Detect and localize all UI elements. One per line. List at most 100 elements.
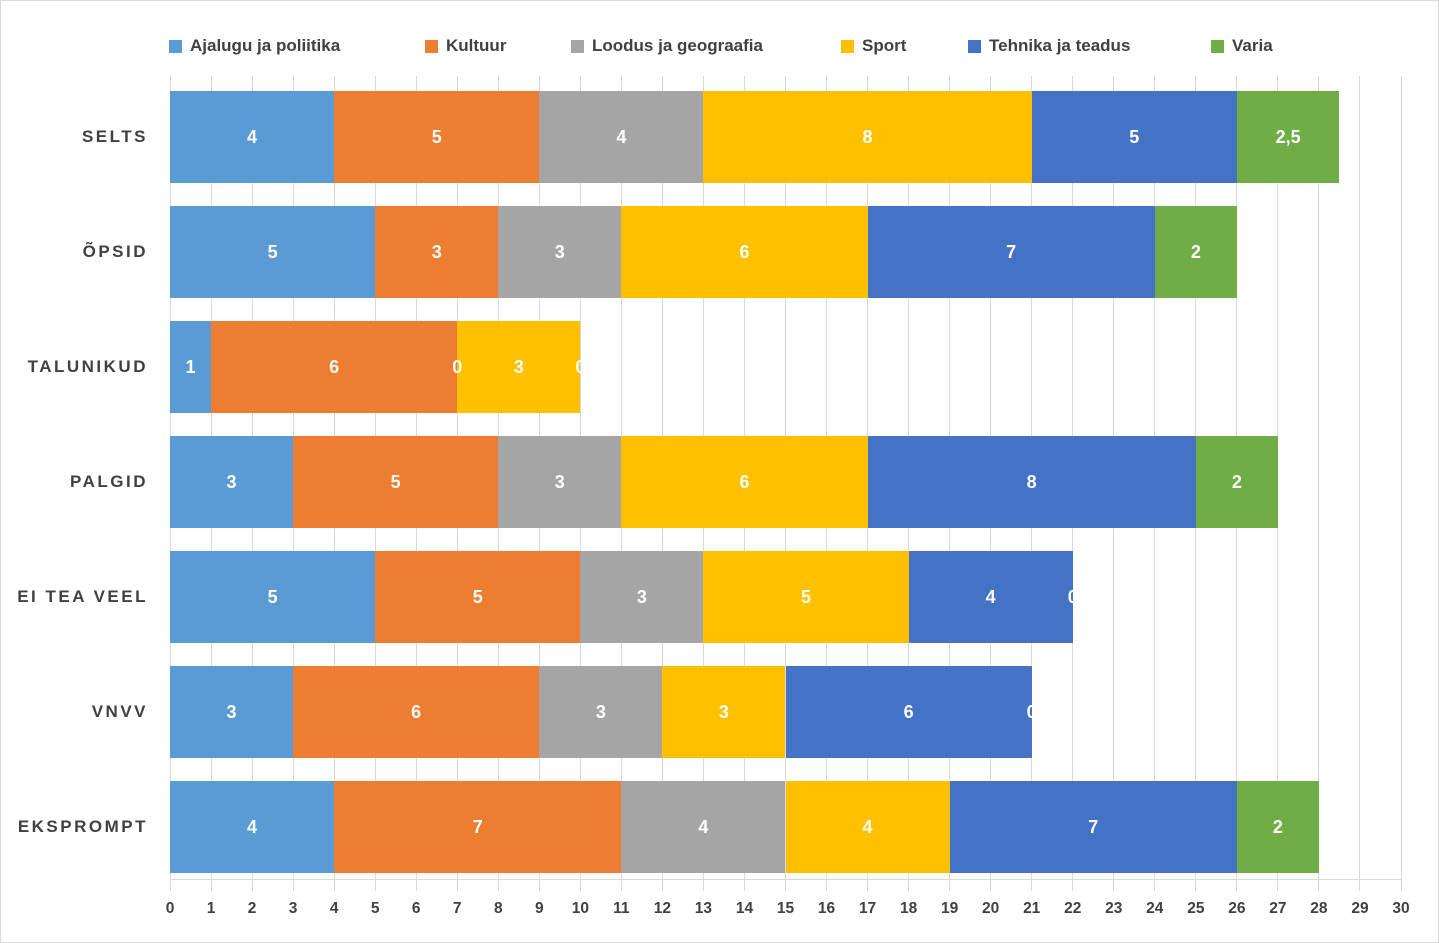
legend-label: Sport [862, 36, 907, 55]
axis-tick [497, 879, 499, 891]
bar-segment [170, 321, 212, 413]
bar-segment [703, 551, 909, 643]
data-label: 5 [801, 586, 812, 607]
data-label: 2 [1272, 816, 1283, 837]
data-label: 7 [472, 816, 483, 837]
axis-tick [826, 879, 828, 891]
axis-tick [292, 879, 294, 891]
axis-tick [908, 879, 910, 891]
bar-segment [621, 436, 868, 528]
data-label: 4 [616, 126, 627, 147]
axis-tick [415, 879, 417, 891]
bar-segment [785, 781, 950, 873]
axis-tick [867, 879, 869, 891]
legend-label: Tehnika ja teadus [989, 36, 1131, 55]
data-label: 0 [452, 356, 463, 377]
bar-segment [867, 206, 1155, 298]
axis-tick [1031, 879, 1033, 891]
x-tick-label: 3 [288, 900, 298, 917]
gridline [1400, 76, 1402, 879]
x-tick-label: 8 [493, 900, 503, 917]
bar-segment [170, 781, 335, 873]
legend-item-4: Sport [841, 34, 906, 58]
legend-label: Varia [1232, 36, 1273, 55]
x-tick-label: 15 [776, 900, 795, 917]
bar-segment [867, 436, 1196, 528]
data-label: 5 [267, 586, 278, 607]
data-label: 6 [411, 701, 422, 722]
data-label: 3 [513, 356, 524, 377]
axis-tick [1195, 879, 1197, 891]
gridline [1359, 76, 1361, 879]
data-label: 5 [431, 126, 442, 147]
bar-segment [1154, 206, 1237, 298]
bar-segment [170, 436, 294, 528]
bar-segment [908, 551, 1073, 643]
legend-item-6: Varia [1211, 34, 1273, 58]
data-label: 6 [903, 701, 914, 722]
x-tick-label: 7 [452, 900, 462, 917]
data-label: 1 [185, 356, 196, 377]
data-label: 4 [698, 816, 709, 837]
bar-segment [1236, 91, 1340, 183]
axis-tick [1113, 879, 1115, 891]
axis-tick [374, 879, 376, 891]
data-label: 8 [862, 126, 873, 147]
category-label: EI TEA VEEL [17, 587, 148, 606]
legend-label: Loodus ja geograafia [592, 36, 763, 55]
data-label: 3 [226, 701, 237, 722]
axis-tick [743, 879, 745, 891]
bar-segment [211, 321, 458, 413]
data-label: 7 [1088, 816, 1099, 837]
bar-segment [785, 666, 1032, 758]
category-label: ÕPSID [82, 242, 148, 261]
x-tick-label: 12 [653, 900, 672, 917]
data-label: 5 [472, 586, 483, 607]
axis-tick [456, 879, 458, 891]
category-label: PALGID [70, 472, 148, 491]
legend-swatch-icon [571, 39, 584, 53]
x-tick-label: 26 [1228, 900, 1246, 917]
x-tick-label: 25 [1187, 900, 1205, 917]
legend-swatch-icon [841, 39, 854, 53]
x-tick-label: 16 [817, 900, 836, 917]
legend-swatch-icon [425, 39, 438, 53]
x-tick-label: 24 [1146, 900, 1164, 917]
bar-segment [170, 91, 335, 183]
bar-segment [375, 551, 581, 643]
bar-segment [662, 666, 786, 758]
x-tick-label: 19 [941, 900, 959, 917]
axis-tick [333, 879, 335, 891]
bar-segment [580, 551, 704, 643]
legend-item-5: Tehnika ja teadus [968, 34, 1130, 58]
data-label: 3 [595, 701, 606, 722]
x-axis-line [170, 879, 1402, 880]
legend-swatch-icon [968, 39, 981, 53]
bar-segment [1031, 91, 1237, 183]
bar-segment [375, 206, 499, 298]
bar-segment [1236, 781, 1319, 873]
x-tick-label: 9 [534, 900, 544, 917]
legend-swatch-icon [169, 39, 182, 53]
legend-label: Kultuur [446, 36, 507, 55]
bar-segment [293, 436, 499, 528]
x-tick-label: 6 [411, 900, 421, 917]
x-tick-label: 23 [1105, 900, 1123, 917]
bar-segment [170, 551, 376, 643]
data-label: 6 [329, 356, 340, 377]
axis-tick [1154, 879, 1156, 891]
bar-segment [170, 206, 376, 298]
x-tick-label: 28 [1310, 900, 1328, 917]
x-tick-label: 20 [982, 900, 1000, 917]
bar-segment [334, 781, 622, 873]
bar-segment [1195, 436, 1278, 528]
axis-tick [785, 879, 786, 891]
data-label: 3 [431, 241, 442, 262]
data-label: 6 [739, 471, 750, 492]
data-label: 3 [554, 471, 565, 492]
data-label: 0 [1067, 586, 1078, 607]
bar-segment [949, 781, 1237, 873]
axis-tick [169, 879, 171, 891]
data-label: 2 [1190, 241, 1201, 262]
